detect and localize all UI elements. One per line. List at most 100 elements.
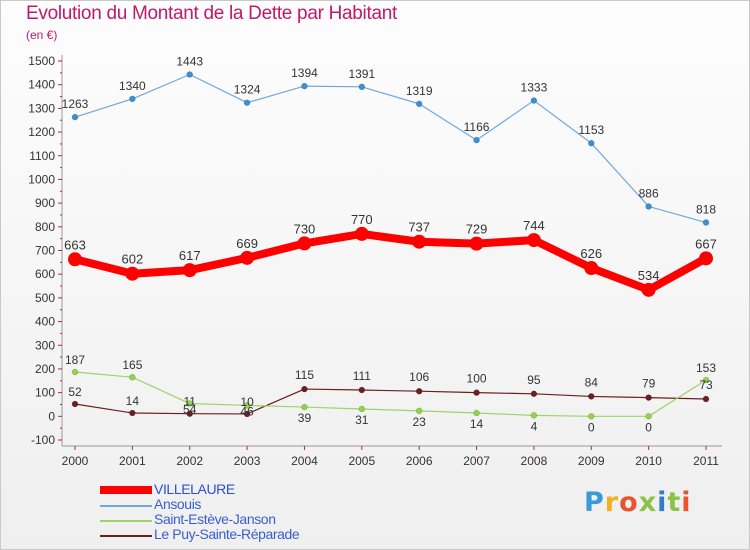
y-tick-label: 1200 (28, 125, 55, 139)
data-label: 1153 (578, 123, 604, 137)
y-tick-label: 1400 (28, 78, 55, 92)
y-tick-label: -100 (31, 433, 55, 447)
x-tick-label: 2005 (348, 454, 375, 468)
data-point (186, 410, 193, 417)
data-label: 744 (523, 218, 545, 233)
data-label: 626 (580, 246, 602, 261)
data-label: 886 (639, 186, 659, 200)
y-tick-label: 0 (48, 409, 55, 423)
data-label: 663 (64, 237, 86, 252)
data-point (415, 407, 423, 415)
y-tick-label: 500 (35, 291, 55, 305)
data-point (301, 82, 308, 90)
legend-label: Saint-Estève-Janson (154, 511, 276, 527)
x-tick-label: 2007 (463, 454, 490, 468)
data-point (71, 400, 79, 408)
data-point (129, 409, 136, 417)
data-point (530, 97, 538, 104)
data-label: 770 (351, 212, 373, 227)
data-point (186, 400, 193, 407)
y-tick-label: 1000 (28, 172, 55, 186)
data-point (415, 100, 423, 108)
data-point (530, 390, 538, 398)
data-label: 23 (413, 415, 427, 429)
data-label: 115 (295, 368, 314, 382)
data-point (588, 413, 595, 420)
chart-subtitle: (en €) (26, 28, 58, 42)
legend-label: Le Puy-Sainte-Réparade (154, 526, 300, 542)
data-point (301, 403, 308, 411)
data-point (473, 409, 480, 417)
data-point (645, 203, 652, 210)
x-tick-label: 2000 (62, 454, 89, 468)
y-tick-label: 300 (35, 338, 55, 352)
data-point (358, 405, 366, 413)
data-label: 84 (585, 375, 599, 389)
data-label: 1324 (234, 83, 261, 97)
chart-title: Evolution du Montant de la Dette par Hab… (26, 3, 397, 24)
legend-swatch (100, 505, 152, 507)
legend-swatch (100, 486, 152, 494)
y-tick-label: 600 (35, 267, 55, 281)
y-tick-label: 900 (35, 196, 55, 210)
data-label: 100 (467, 372, 487, 386)
x-tick-label: 2002 (176, 454, 203, 468)
data-point (71, 113, 79, 121)
data-label: 1319 (406, 84, 433, 98)
data-point (702, 219, 710, 226)
legend-swatch (100, 520, 152, 522)
data-label: 602 (122, 252, 144, 267)
data-point (588, 393, 595, 400)
series-line-0 (71, 229, 710, 294)
data-label: 669 (236, 236, 258, 251)
data-label: 0 (645, 420, 652, 434)
data-label: 534 (638, 268, 660, 283)
data-label: 1263 (62, 97, 89, 111)
data-point (415, 387, 423, 395)
x-tick-label: 2011 (693, 454, 719, 468)
series-line-2 (74, 371, 707, 417)
data-point (125, 266, 140, 281)
data-point (473, 136, 480, 144)
x-tick-label: 2010 (635, 454, 662, 468)
x-tick-label: 2008 (521, 454, 548, 468)
y-tick-label: 200 (35, 362, 55, 376)
data-label: 1391 (348, 67, 375, 81)
x-tick-label: 2001 (119, 454, 146, 468)
data-point (243, 99, 251, 106)
data-label: 106 (409, 370, 429, 384)
data-label: 31 (355, 413, 369, 427)
legend-swatch (100, 535, 152, 537)
data-label: 187 (65, 353, 85, 367)
data-label: 54 (183, 403, 197, 417)
data-point (354, 226, 369, 241)
x-tick-label: 2006 (406, 454, 433, 468)
x-tick-label: 2004 (291, 454, 318, 468)
data-point (702, 395, 710, 403)
data-point (71, 368, 79, 376)
data-label: 1443 (176, 55, 203, 69)
data-label: 4 (531, 419, 538, 433)
data-point (412, 234, 427, 249)
data-point (297, 236, 312, 251)
line-chart: -100010020030040050060070080090010001100… (28, 54, 722, 468)
data-point (68, 252, 82, 267)
data-label: 1340 (119, 79, 146, 93)
data-label: 737 (408, 220, 430, 235)
data-label: 95 (527, 373, 541, 387)
y-tick-label: 800 (35, 220, 55, 234)
data-point (699, 251, 713, 266)
data-point (358, 386, 366, 394)
proxiti-logo: Proxiti (584, 487, 692, 518)
data-label: 1333 (521, 81, 548, 95)
data-label: 153 (696, 361, 716, 375)
data-label: 14 (126, 394, 140, 408)
data-label: 39 (298, 411, 312, 425)
x-tick-label: 2009 (578, 454, 605, 468)
data-point (243, 410, 251, 418)
data-point (530, 412, 538, 419)
legend-label: Ansouis (154, 496, 202, 512)
data-label: 818 (696, 203, 716, 217)
data-point (584, 261, 599, 276)
data-point (186, 71, 193, 78)
